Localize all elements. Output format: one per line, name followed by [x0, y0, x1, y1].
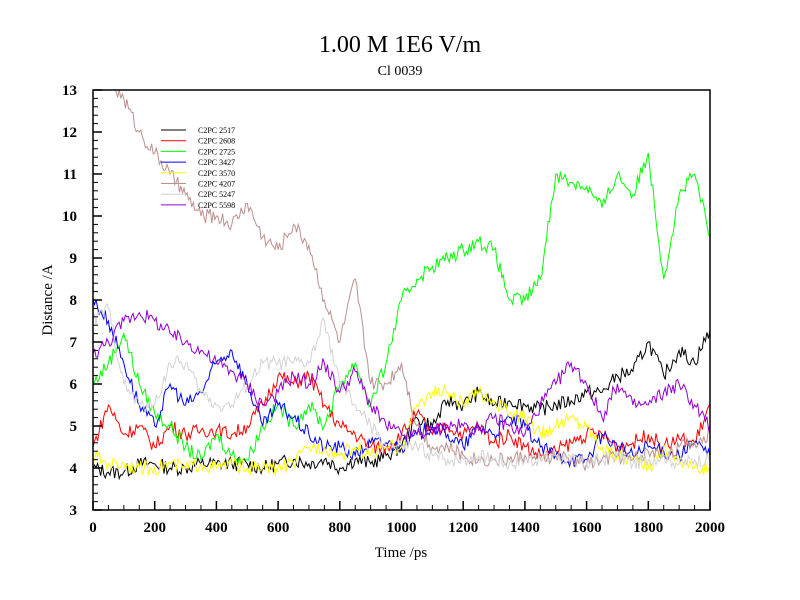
y-tick-label: 7 — [70, 335, 78, 351]
chart-subtitle: Cl 0039 — [377, 64, 423, 79]
y-tick-label: 12 — [62, 125, 77, 141]
y-tick-label: 3 — [70, 503, 78, 519]
series-line-c2pc-3427 — [93, 299, 710, 468]
y-tick-label: 9 — [70, 251, 78, 267]
y-axis-label: Distance /A — [40, 264, 56, 335]
legend-label: C2PC 2725 — [198, 147, 235, 156]
legend-label: C2PC 4207 — [198, 180, 235, 189]
chart-title: 1.00 M 1E6 V/m — [318, 32, 482, 58]
series-line-c2pc-2725 — [93, 152, 710, 466]
x-tick-label: 600 — [267, 520, 290, 536]
x-tick-label: 1000 — [387, 520, 417, 536]
y-tick-label: 5 — [70, 419, 78, 435]
y-tick-label: 6 — [70, 377, 78, 393]
legend-label: C2PC 3570 — [198, 169, 235, 178]
x-tick-label: 400 — [205, 520, 228, 536]
legend-label: C2PC 3427 — [198, 158, 235, 167]
x-tick-label: 800 — [329, 520, 352, 536]
x-tick-label: 1200 — [448, 520, 478, 536]
x-tick-label: 1400 — [510, 520, 540, 536]
y-tick-label: 13 — [62, 83, 77, 99]
x-tick-label: 1600 — [572, 520, 602, 536]
x-tick-label: 200 — [143, 520, 166, 536]
legend-label: C2PC 5247 — [198, 190, 235, 199]
x-tick-label: 2000 — [695, 520, 725, 536]
series-line-c2pc-4207 — [114, 90, 710, 472]
y-tick-label: 8 — [70, 293, 78, 309]
y-tick-label: 11 — [63, 167, 77, 183]
x-tick-label: 1800 — [633, 520, 663, 536]
series-line-c2pc-5598 — [93, 310, 710, 440]
x-tick-label: 0 — [89, 520, 97, 536]
y-tick-label: 4 — [70, 461, 78, 477]
legend-label: C2PC 2608 — [198, 137, 235, 146]
legend-label: C2PC 2517 — [198, 126, 235, 135]
legend-label: C2PC 5598 — [198, 201, 235, 210]
series-line-c2pc-5247 — [93, 302, 710, 471]
y-tick-label: 10 — [62, 209, 77, 225]
series-line-c2pc-3570 — [93, 383, 710, 476]
x-axis-label: Time /ps — [375, 545, 428, 561]
